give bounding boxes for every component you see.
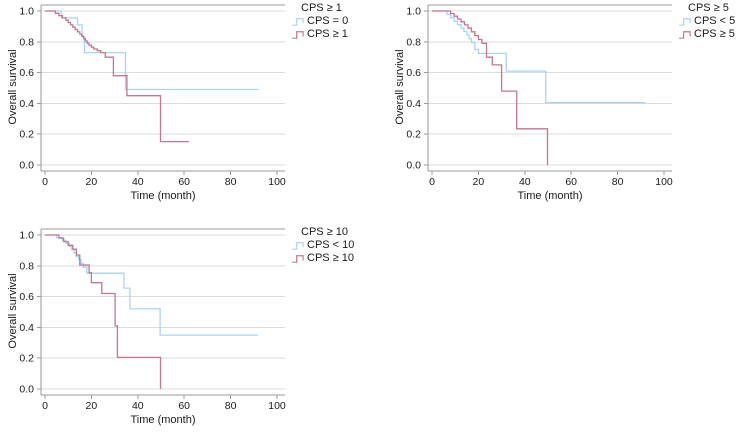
y-tick-label: 0.8 xyxy=(19,36,34,48)
survival-curve-1 xyxy=(45,10,189,143)
legend-cps1: CPS ≥ 1 CPS = 0 CPS ≥ 1 xyxy=(291,2,348,41)
x-tick-label: 60 xyxy=(178,400,190,412)
x-tick-label: 100 xyxy=(655,176,673,188)
x-tick-label: 100 xyxy=(268,400,286,412)
y-tick-label: 0.6 xyxy=(19,67,34,79)
km-plot-cps1: 0 20 40 60 80 100 0.0 0.2 0.4 0.6 0.8 1.0 xyxy=(19,4,286,188)
chart-block-cps10: 0 20 40 60 80 100 0.0 0.2 0.4 0.6 0.8 1.0 Overall s… xyxy=(0,224,370,439)
legend-item: CPS ≥ 1 xyxy=(291,28,348,41)
y-tick-label: 0.4 xyxy=(19,322,34,334)
x-tick-label: 80 xyxy=(225,400,237,412)
step-line-icon xyxy=(292,242,304,250)
survival-curve-0 xyxy=(45,10,259,91)
step-line-glyph xyxy=(292,242,304,250)
legend-item: CPS < 5 xyxy=(678,15,735,28)
x-tick-label: 80 xyxy=(225,176,237,188)
x-tick-label: 20 xyxy=(473,176,485,188)
y-tick-label: 0.4 xyxy=(406,98,421,110)
step-line-glyph xyxy=(292,255,304,263)
y-tick-label: 0.0 xyxy=(406,160,421,172)
x-tick-label: 20 xyxy=(86,400,98,412)
x-tick-label: 20 xyxy=(86,176,98,188)
y-tick-label: 0.6 xyxy=(19,291,34,303)
y-tick-label: 0.2 xyxy=(406,129,421,141)
step-line-glyph xyxy=(679,31,691,39)
step-line-icon xyxy=(292,18,304,26)
legend-title: CPS ≥ 5 xyxy=(688,2,729,14)
y-tick-label: 0.2 xyxy=(19,129,34,141)
y-tick-label: 0.0 xyxy=(19,384,34,396)
x-axis-title: Time (month) xyxy=(130,414,196,426)
km-plot-cps10: 0 20 40 60 80 100 0.0 0.2 0.4 0.6 0.8 1.0 xyxy=(19,228,286,412)
x-tick-label: 60 xyxy=(178,176,190,188)
y-tick-label: 0.6 xyxy=(406,67,421,79)
legend-item: CPS ≥ 5 xyxy=(678,28,735,41)
x-tick-label: 0 xyxy=(42,400,48,412)
step-line-icon xyxy=(679,31,691,39)
legend-item-label: CPS < 5 xyxy=(694,15,736,27)
legend-title: CPS ≥ 10 xyxy=(301,226,349,238)
x-tick-label: 100 xyxy=(268,176,286,188)
x-axis-title: Time (month) xyxy=(130,190,196,202)
y-tick-label: 0.4 xyxy=(19,98,34,110)
legend-title: CPS ≥ 1 xyxy=(301,2,342,14)
x-tick-label: 60 xyxy=(565,176,577,188)
step-line-icon xyxy=(679,18,691,26)
km-plot-cps5: 0 20 40 60 80 100 0.0 0.2 0.4 0.6 0.8 1.0 xyxy=(406,4,673,188)
y-tick-label: 0.8 xyxy=(406,36,421,48)
x-tick-label: 0 xyxy=(42,176,48,188)
x-tick-label: 80 xyxy=(612,176,624,188)
x-axis-title: Time (month) xyxy=(517,190,583,202)
legend-cps10: CPS ≥ 10 CPS < 10 CPS ≥ 10 xyxy=(291,226,354,265)
legend-item-label: CPS ≥ 10 xyxy=(307,252,355,264)
legend-cps5: CPS ≥ 5 CPS < 5 CPS ≥ 5 xyxy=(678,2,735,41)
legend-item-label: CPS ≥ 5 xyxy=(694,28,735,40)
legend-item: CPS ≥ 10 xyxy=(291,252,354,265)
y-tick-label: 0.2 xyxy=(19,353,34,365)
y-axis-title: Overall survival xyxy=(394,49,406,125)
y-tick-label: 1.0 xyxy=(406,6,421,18)
step-line-icon xyxy=(292,255,304,263)
survival-curve-1 xyxy=(45,234,162,389)
x-tick-label: 0 xyxy=(429,176,435,188)
step-line-glyph xyxy=(292,18,304,26)
step-line-icon xyxy=(292,31,304,39)
y-tick-label: 1.0 xyxy=(19,6,34,18)
chart-block-cps1: 0 20 40 60 80 100 0.0 0.2 0.4 0.6 0.8 1.0 Overall s… xyxy=(0,0,370,215)
y-axis-title: Overall survival xyxy=(7,49,19,125)
survival-curve-0 xyxy=(432,10,646,104)
step-line-glyph xyxy=(679,18,691,26)
chart-block-cps5: 0 20 40 60 80 100 0.0 0.2 0.4 0.6 0.8 1.0 Overall s… xyxy=(387,0,739,215)
y-tick-label: 1.0 xyxy=(19,230,34,242)
y-axis-title: Overall survival xyxy=(7,273,19,349)
y-tick-label: 0.8 xyxy=(19,260,34,272)
survival-curve-1 xyxy=(432,10,549,165)
survival-curve-0 xyxy=(45,234,259,336)
x-tick-label: 40 xyxy=(519,176,531,188)
step-line-glyph xyxy=(292,31,304,39)
legend-item: CPS = 0 xyxy=(291,15,348,28)
legend-item: CPS < 10 xyxy=(291,239,354,252)
y-tick-label: 0.0 xyxy=(19,160,34,172)
legend-item-label: CPS = 0 xyxy=(307,15,349,27)
x-tick-label: 40 xyxy=(132,400,144,412)
legend-item-label: CPS ≥ 1 xyxy=(307,28,348,40)
x-tick-label: 40 xyxy=(132,176,144,188)
legend-item-label: CPS < 10 xyxy=(307,239,355,251)
